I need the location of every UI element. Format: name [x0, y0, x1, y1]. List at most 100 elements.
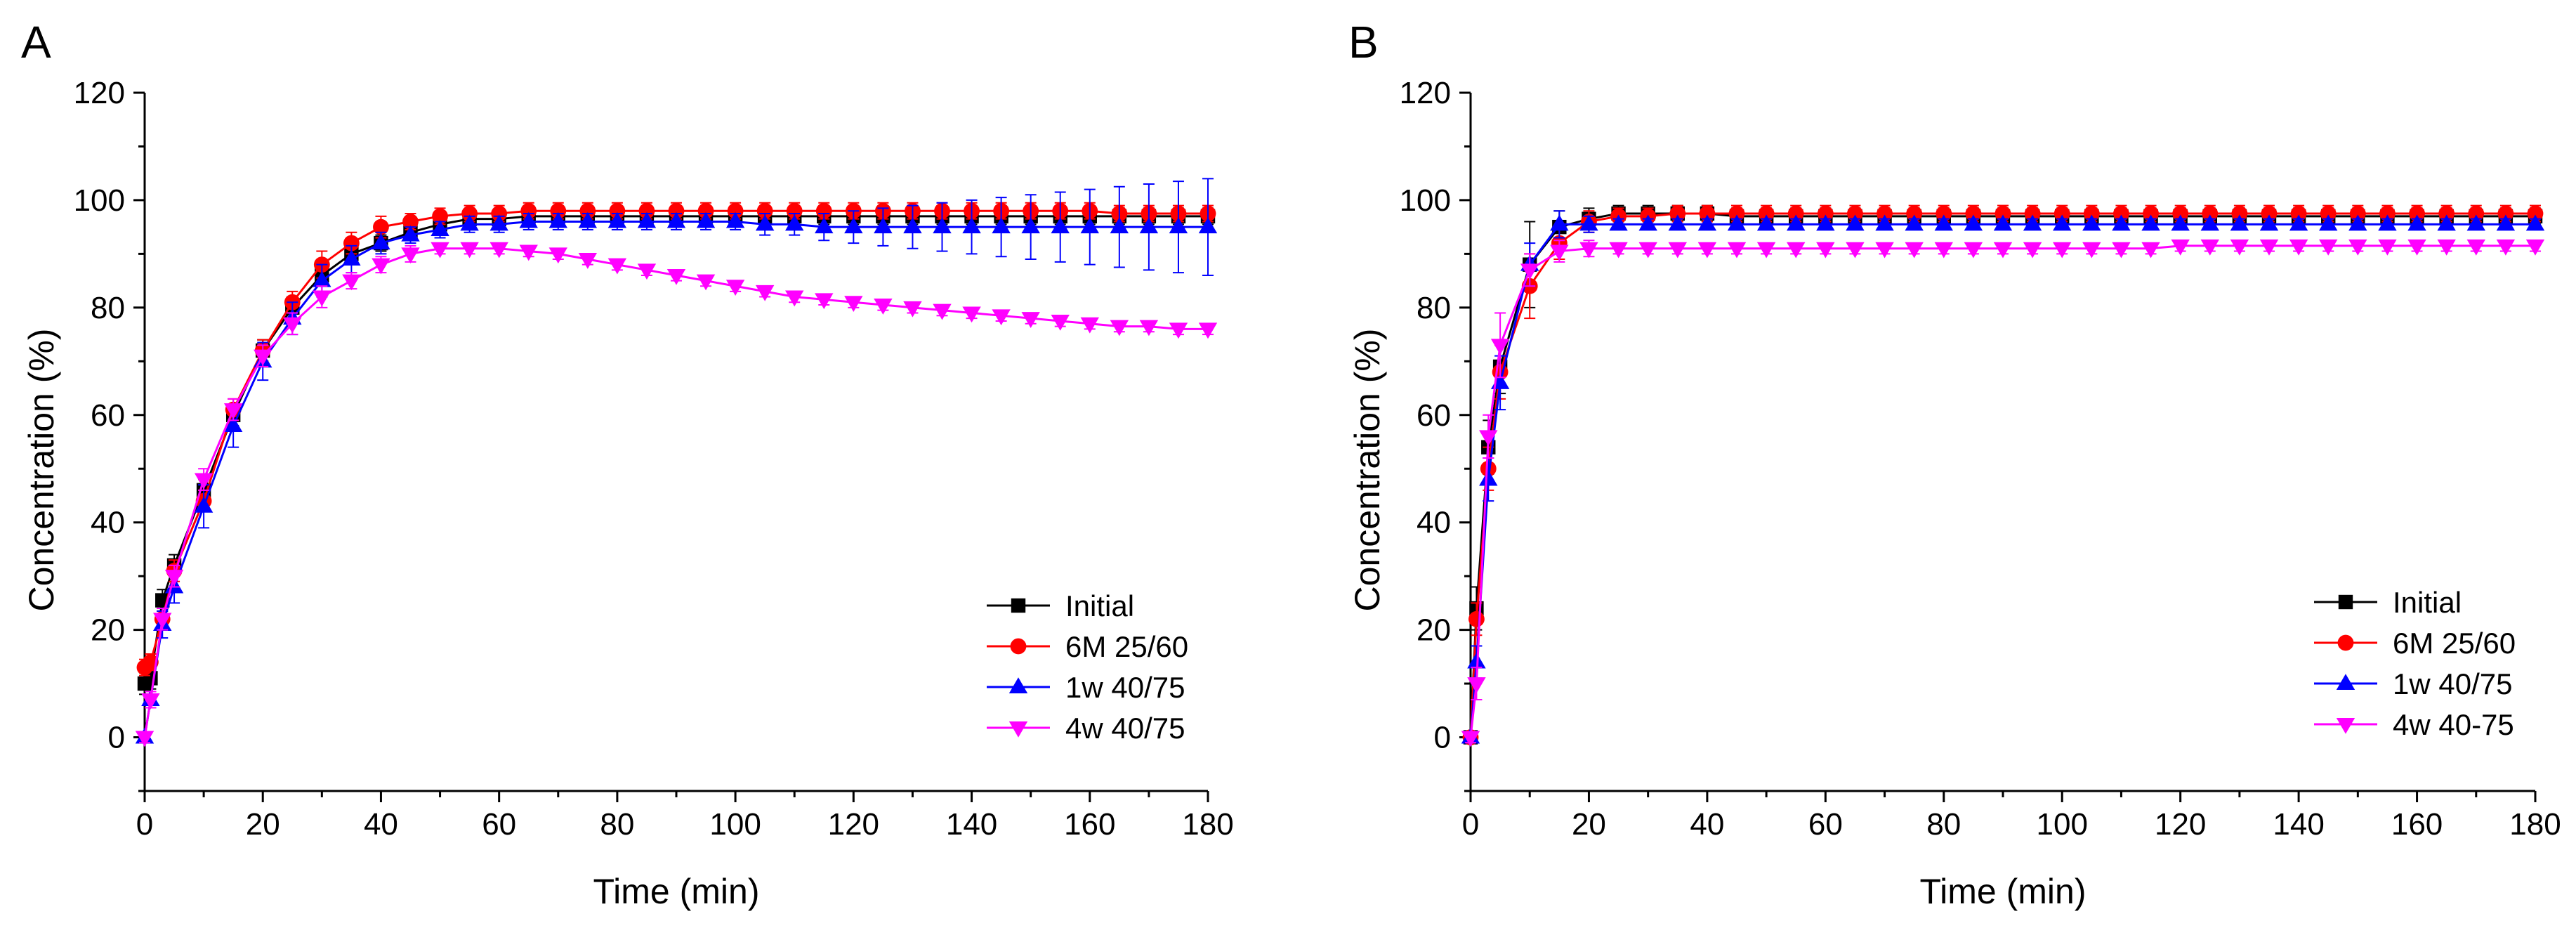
- data-point: [520, 202, 537, 219]
- legend-marker: [2336, 718, 2355, 734]
- y-tick-label: 40: [91, 506, 125, 540]
- data-point: [1668, 214, 1687, 231]
- data-point: [1169, 217, 1188, 234]
- x-tick-label: 140: [2273, 807, 2324, 842]
- data-point: [223, 403, 243, 419]
- data-point: [2113, 205, 2129, 222]
- data-point: [2259, 239, 2279, 256]
- data-point: [1609, 214, 1628, 231]
- data-point: [2289, 239, 2308, 256]
- y-tick-label: 0: [108, 721, 125, 755]
- data-point: [2348, 239, 2367, 256]
- data-point: [1550, 214, 1569, 231]
- data-point: [844, 296, 863, 312]
- x-tick-label: 160: [2391, 807, 2443, 842]
- data-point: [2496, 239, 2516, 256]
- x-tick-label: 100: [2037, 807, 2088, 842]
- y-tick-label: 120: [1400, 76, 1451, 110]
- data-point: [992, 217, 1011, 234]
- series-line: [143, 247, 1208, 738]
- data-point: [342, 274, 361, 291]
- data-point: [2202, 205, 2219, 222]
- data-point: [2053, 205, 2070, 222]
- data-point: [2171, 214, 2190, 231]
- data-point: [2289, 214, 2308, 231]
- data-point: [519, 211, 538, 228]
- data-point: [1479, 469, 1498, 486]
- data-point: [2290, 205, 2307, 222]
- data-point: [1728, 205, 1745, 222]
- data-point: [431, 242, 449, 259]
- data-point: [1934, 214, 1953, 231]
- data-point: [519, 244, 538, 261]
- data-point: [2437, 214, 2456, 231]
- data-point: [755, 285, 775, 301]
- data-point: [785, 214, 804, 231]
- series-6m-25-60: [1462, 204, 2544, 745]
- y-tick-label: 0: [1434, 721, 1451, 755]
- legend-marker: [1010, 638, 1027, 655]
- data-point: [2112, 242, 2131, 259]
- data-point: [1964, 214, 1983, 231]
- data-point: [2231, 205, 2248, 222]
- data-point: [1787, 242, 1806, 259]
- data-point: [1169, 322, 1188, 339]
- data-point: [1110, 217, 1129, 234]
- legend-label: 6M 25/60: [2393, 627, 2516, 660]
- data-point: [1727, 214, 1747, 231]
- data-point: [786, 202, 803, 219]
- data-point: [1051, 217, 1070, 234]
- data-point: [2409, 205, 2425, 222]
- chart-panel-b: B 0 20 40 60 80 100 120 140 160 180 0 20 40 60 80 100 120…: [1348, 17, 2561, 911]
- data-point: [756, 202, 773, 219]
- legend-label: 1w 40/75: [1065, 671, 1185, 704]
- data-point: [2438, 205, 2455, 222]
- legend-marker: [1008, 721, 1028, 738]
- x-tick-label: 140: [946, 807, 997, 842]
- data-point: [1139, 217, 1159, 234]
- data-point: [489, 214, 508, 231]
- data-point: [2141, 242, 2160, 259]
- x-tick-label: 100: [709, 807, 761, 842]
- data-point: [489, 242, 508, 259]
- data-point: [2053, 214, 2072, 231]
- chart-panel-a: A 0 20 40 60 80 100 120 140 160 180 0 20 40 60 80 100 120…: [21, 17, 1234, 911]
- data-point: [2320, 205, 2337, 222]
- data-point: [903, 217, 922, 234]
- data-point: [1936, 205, 1952, 222]
- data-point: [1080, 217, 1099, 234]
- data-point: [637, 263, 657, 280]
- data-point: [2023, 214, 2042, 231]
- data-point: [1080, 317, 1099, 334]
- data-point: [2407, 214, 2426, 231]
- data-point: [153, 613, 172, 629]
- legend-label: Initial: [2393, 586, 2462, 619]
- data-point: [2379, 205, 2396, 222]
- data-point: [1699, 205, 1716, 222]
- x-tick-label: 60: [1808, 807, 1843, 842]
- data-point: [1520, 263, 1539, 280]
- data-point: [460, 242, 479, 259]
- data-point: [2200, 239, 2219, 256]
- data-point: [1479, 430, 1498, 447]
- x-tick-label: 40: [1690, 807, 1724, 842]
- y-tick-label: 80: [91, 291, 125, 325]
- data-point: [1697, 214, 1717, 231]
- data-point: [1905, 214, 1924, 231]
- legend-marker: [1008, 677, 1028, 693]
- data-point: [637, 211, 657, 228]
- data-point: [1669, 205, 1686, 222]
- data-point: [1468, 610, 1485, 627]
- data-point: [1467, 677, 1486, 693]
- data-point: [1934, 242, 1953, 259]
- data-point: [1965, 205, 1982, 222]
- data-point: [550, 202, 567, 219]
- data-point: [373, 218, 389, 235]
- data-point: [2497, 205, 2514, 222]
- data-point: [1787, 205, 1804, 222]
- data-point: [1110, 320, 1129, 336]
- data-point: [1727, 242, 1747, 259]
- data-point: [992, 309, 1011, 326]
- y-tick-label: 60: [91, 398, 125, 433]
- data-point: [164, 570, 184, 586]
